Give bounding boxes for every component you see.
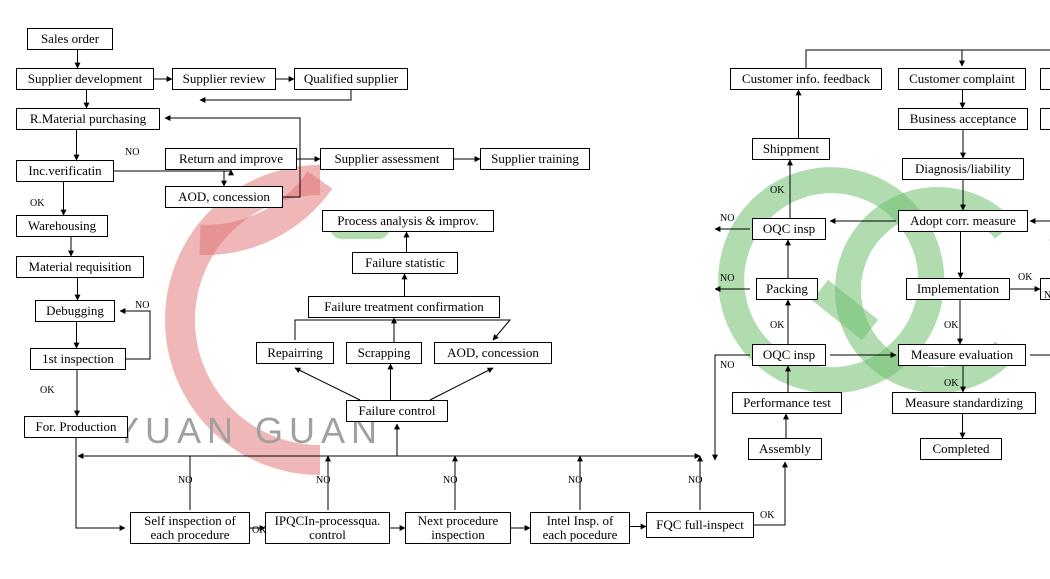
- node-measstd: Measure standardizing: [892, 392, 1036, 414]
- node-custinfo: Customer info. feedback: [730, 68, 882, 90]
- node-failctrl: Failure control: [346, 400, 448, 422]
- node-supdev: Supplier development: [16, 68, 154, 90]
- node-failtreat: Failure treatment confirmation: [308, 296, 500, 318]
- node-rmat: R.Material purchasing: [16, 108, 160, 130]
- edge-label: NO: [568, 475, 582, 486]
- node-fqc: FQC full-inspect: [646, 512, 754, 538]
- node-adopt: Adopt corr. measure: [898, 210, 1028, 232]
- node-packing: Packing: [756, 278, 818, 300]
- node-sales: Sales order: [27, 28, 113, 50]
- node-custcomp: Customer complaint: [898, 68, 1026, 90]
- node-qualsup: Qualified supplier: [294, 68, 408, 90]
- node-oqc2: OQC insp: [752, 344, 826, 366]
- node-matreq: Material requisition: [16, 256, 144, 278]
- node-failstat: Failure statistic: [352, 252, 458, 274]
- node-impl: Implementation: [906, 278, 1010, 300]
- node-repair: Repairring: [256, 342, 334, 364]
- edge-label: OK: [40, 385, 54, 396]
- flowchart-canvas: YUAN GUAN Sales orderSupplier developmen…: [0, 0, 1050, 579]
- edge-label: NO: [135, 300, 149, 311]
- edge-label: OK: [252, 525, 266, 536]
- edge-label: NO: [720, 213, 734, 224]
- edge-label: OK: [770, 320, 784, 331]
- node-measeval: Measure evaluation: [898, 344, 1026, 366]
- edge-label: OK: [1018, 272, 1032, 283]
- edge-label: OK: [30, 198, 44, 209]
- node-retimp: Return and improve: [165, 148, 297, 170]
- node-ipqc: IPQCIn-processqua. control: [265, 512, 390, 544]
- node-shipment: Shippment: [752, 138, 830, 160]
- node-aod1: AOD, concession: [165, 186, 283, 208]
- node-selfinsp: Self inspection of each procedure: [130, 512, 250, 544]
- edge-label: NO: [720, 360, 734, 371]
- edge-label: NO: [1044, 290, 1050, 301]
- node-bizacc: Business acceptance: [898, 108, 1028, 130]
- node-supass: Supplier assessment: [320, 148, 454, 170]
- node-perftest: Performance test: [732, 392, 842, 414]
- node-satanal: Satisfaction analysis: [1040, 108, 1050, 130]
- node-oqc1: OQC insp: [752, 218, 826, 240]
- edge-label: OK: [770, 185, 784, 196]
- edge-label: NO: [125, 147, 139, 158]
- edges-layer: [0, 0, 1050, 579]
- node-forprod: For. Production: [24, 416, 128, 438]
- edge-label: OK: [760, 510, 774, 521]
- edge-label: NO: [720, 273, 734, 284]
- node-nextproc: Next procedure inspection: [405, 512, 511, 544]
- node-supreview: Supplier review: [172, 68, 276, 90]
- edge-label: NO: [178, 475, 192, 486]
- node-aod2: AOD, concession: [434, 342, 552, 364]
- edge-label: NO: [443, 475, 457, 486]
- edge-label: OK: [944, 378, 958, 389]
- edge-label: NO: [316, 475, 330, 486]
- node-suptrain: Supplier training: [480, 148, 590, 170]
- node-debug: Debugging: [35, 300, 115, 322]
- node-scrap: Scrapping: [346, 342, 422, 364]
- node-custsat: customer satisfaction: [1040, 68, 1050, 90]
- node-intelinsp: Intel Insp. of each pocedure: [530, 512, 630, 544]
- node-wareh: Warehousing: [16, 215, 108, 237]
- edge-label: NO: [688, 475, 702, 486]
- node-procimp: Process analysis & improv.: [322, 210, 494, 232]
- node-assembly: Assembly: [748, 438, 822, 460]
- node-firstinsp: 1st inspection: [30, 348, 126, 370]
- node-completed1: Completed: [920, 438, 1002, 460]
- node-incver: Inc.verificatin: [16, 160, 114, 182]
- node-diag: Diagnosis/liability: [902, 158, 1024, 180]
- edge-label: OK: [944, 320, 958, 331]
